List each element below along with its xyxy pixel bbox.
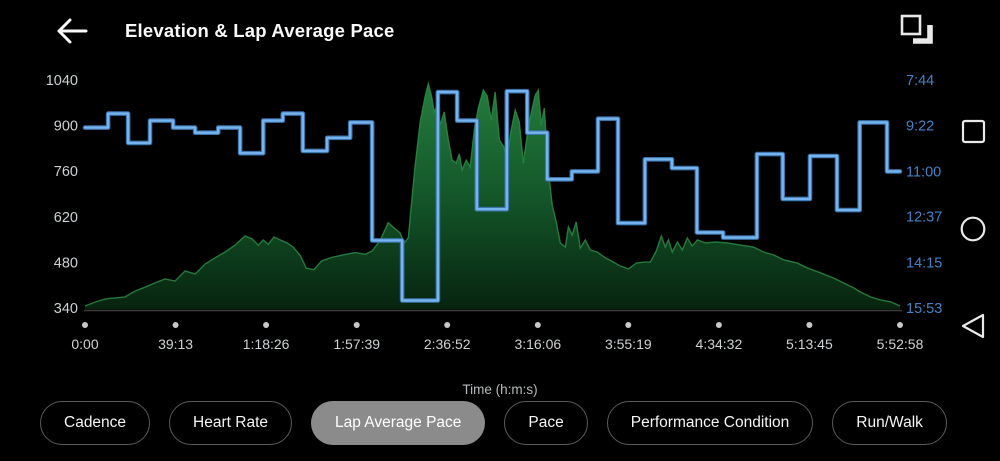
elevation-edge-line: [84, 81, 901, 307]
x-axis-tick-label: 3:16:06: [514, 336, 561, 352]
x-axis-tick-label: 5:52:58: [877, 336, 924, 352]
filter-button-performance-condition[interactable]: Performance Condition: [606, 401, 814, 445]
metric-filter-bar: Cadence Heart Rate Lap Average Pace Pace Per…: [40, 401, 947, 445]
y-axis-left-tick-label: 760: [54, 164, 78, 180]
recents-button[interactable]: [957, 116, 989, 148]
x-axis-tick-dot: [172, 322, 179, 328]
filter-button-pace[interactable]: Pace: [504, 401, 588, 445]
x-axis-tick-label: 1:18:26: [243, 336, 290, 352]
x-axis-tick-dot: [625, 322, 632, 328]
elevation-area-series: [85, 83, 900, 310]
y-axis-right-tick-label: 15:53: [906, 301, 942, 317]
back-nav-button[interactable]: [952, 308, 986, 342]
x-axis-tick-label: 39:13: [158, 336, 193, 352]
y-axis-left-tick-label: 480: [54, 255, 78, 271]
y-axis-right-tick-label: 9:22: [906, 119, 934, 135]
x-axis-tick-dot: [897, 322, 903, 328]
triangle-left-icon: [961, 313, 985, 339]
pace-step-line: [83, 90, 902, 302]
back-button[interactable]: [50, 12, 94, 52]
x-axis-tick-dot: [534, 322, 541, 328]
x-axis-tick-dot: [353, 322, 360, 328]
filter-button-lap-average-pace[interactable]: Lap Average Pace: [311, 401, 486, 445]
x-axis-tick-label: 3:55:19: [605, 336, 652, 352]
home-button[interactable]: [957, 213, 989, 245]
filter-button-cadence[interactable]: Cadence: [40, 401, 151, 445]
y-axis-right-tick-label: 12:37: [906, 210, 942, 226]
x-axis-tick-label: 0:00: [71, 336, 98, 352]
x-axis-tick-label: 1:57:39: [333, 336, 380, 352]
x-axis-tick-label: 4:34:32: [696, 336, 743, 352]
x-axis-tick-dot: [263, 322, 270, 328]
filter-button-heart-rate[interactable]: Heart Rate: [169, 401, 292, 445]
y-axis-left-tick-label: 1040: [46, 73, 78, 89]
filter-button-run-walk[interactable]: Run/Walk: [832, 401, 947, 445]
y-axis-left-tick-label: 900: [54, 119, 78, 135]
arrow-left-icon: [57, 18, 88, 44]
x-axis-title: Time (h:m:s): [462, 382, 538, 397]
compare-charts-button[interactable]: [894, 9, 938, 51]
overlay-squares-icon: [900, 14, 933, 44]
y-axis-right-tick-label: 11:00: [906, 164, 941, 180]
circle-icon: [960, 216, 986, 242]
x-axis-tick-label: 2:36:52: [424, 336, 471, 352]
x-axis-tick-dot: [806, 322, 813, 328]
y-axis-right-tick-label: 14:15: [906, 255, 942, 271]
elevation-pace-chart[interactable]: 1040 900 760 620 480 340 7:44 9:22 11:00 12:37 14:…: [0, 0, 1000, 400]
x-axis-tick-dot: [715, 322, 722, 328]
y-axis-left-tick-label: 340: [54, 301, 78, 317]
y-axis-left-tick-label: 620: [54, 210, 78, 226]
x-axis-tick-dot: [444, 322, 451, 328]
square-icon: [961, 119, 986, 144]
x-axis-tick-label: 5:13:45: [786, 336, 833, 352]
page-title: Elevation & Lap Average Pace: [125, 20, 395, 41]
x-axis-tick-dot: [82, 322, 88, 328]
y-axis-right-tick-label: 7:44: [906, 73, 934, 89]
